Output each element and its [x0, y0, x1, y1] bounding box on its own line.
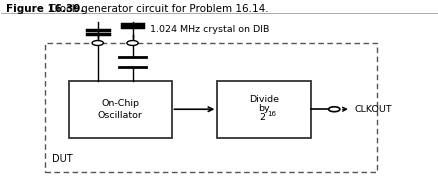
- FancyBboxPatch shape: [217, 81, 311, 138]
- Circle shape: [328, 107, 339, 112]
- Circle shape: [92, 41, 103, 46]
- Text: Clock generator circuit for Problem 16.14.: Clock generator circuit for Problem 16.1…: [46, 4, 268, 14]
- Text: by: by: [258, 104, 269, 113]
- Text: Figure 16.39.: Figure 16.39.: [6, 4, 84, 14]
- Text: 2: 2: [258, 113, 265, 122]
- FancyBboxPatch shape: [69, 81, 171, 138]
- Text: 16: 16: [266, 111, 276, 117]
- Text: Divide: Divide: [249, 95, 279, 104]
- Text: DUT: DUT: [51, 154, 72, 164]
- Text: CLKOUT: CLKOUT: [353, 105, 391, 114]
- Text: 1.024 MHz crystal on DIB: 1.024 MHz crystal on DIB: [150, 25, 269, 34]
- Text: On-Chip
Oscillator: On-Chip Oscillator: [98, 99, 142, 120]
- Circle shape: [127, 41, 138, 46]
